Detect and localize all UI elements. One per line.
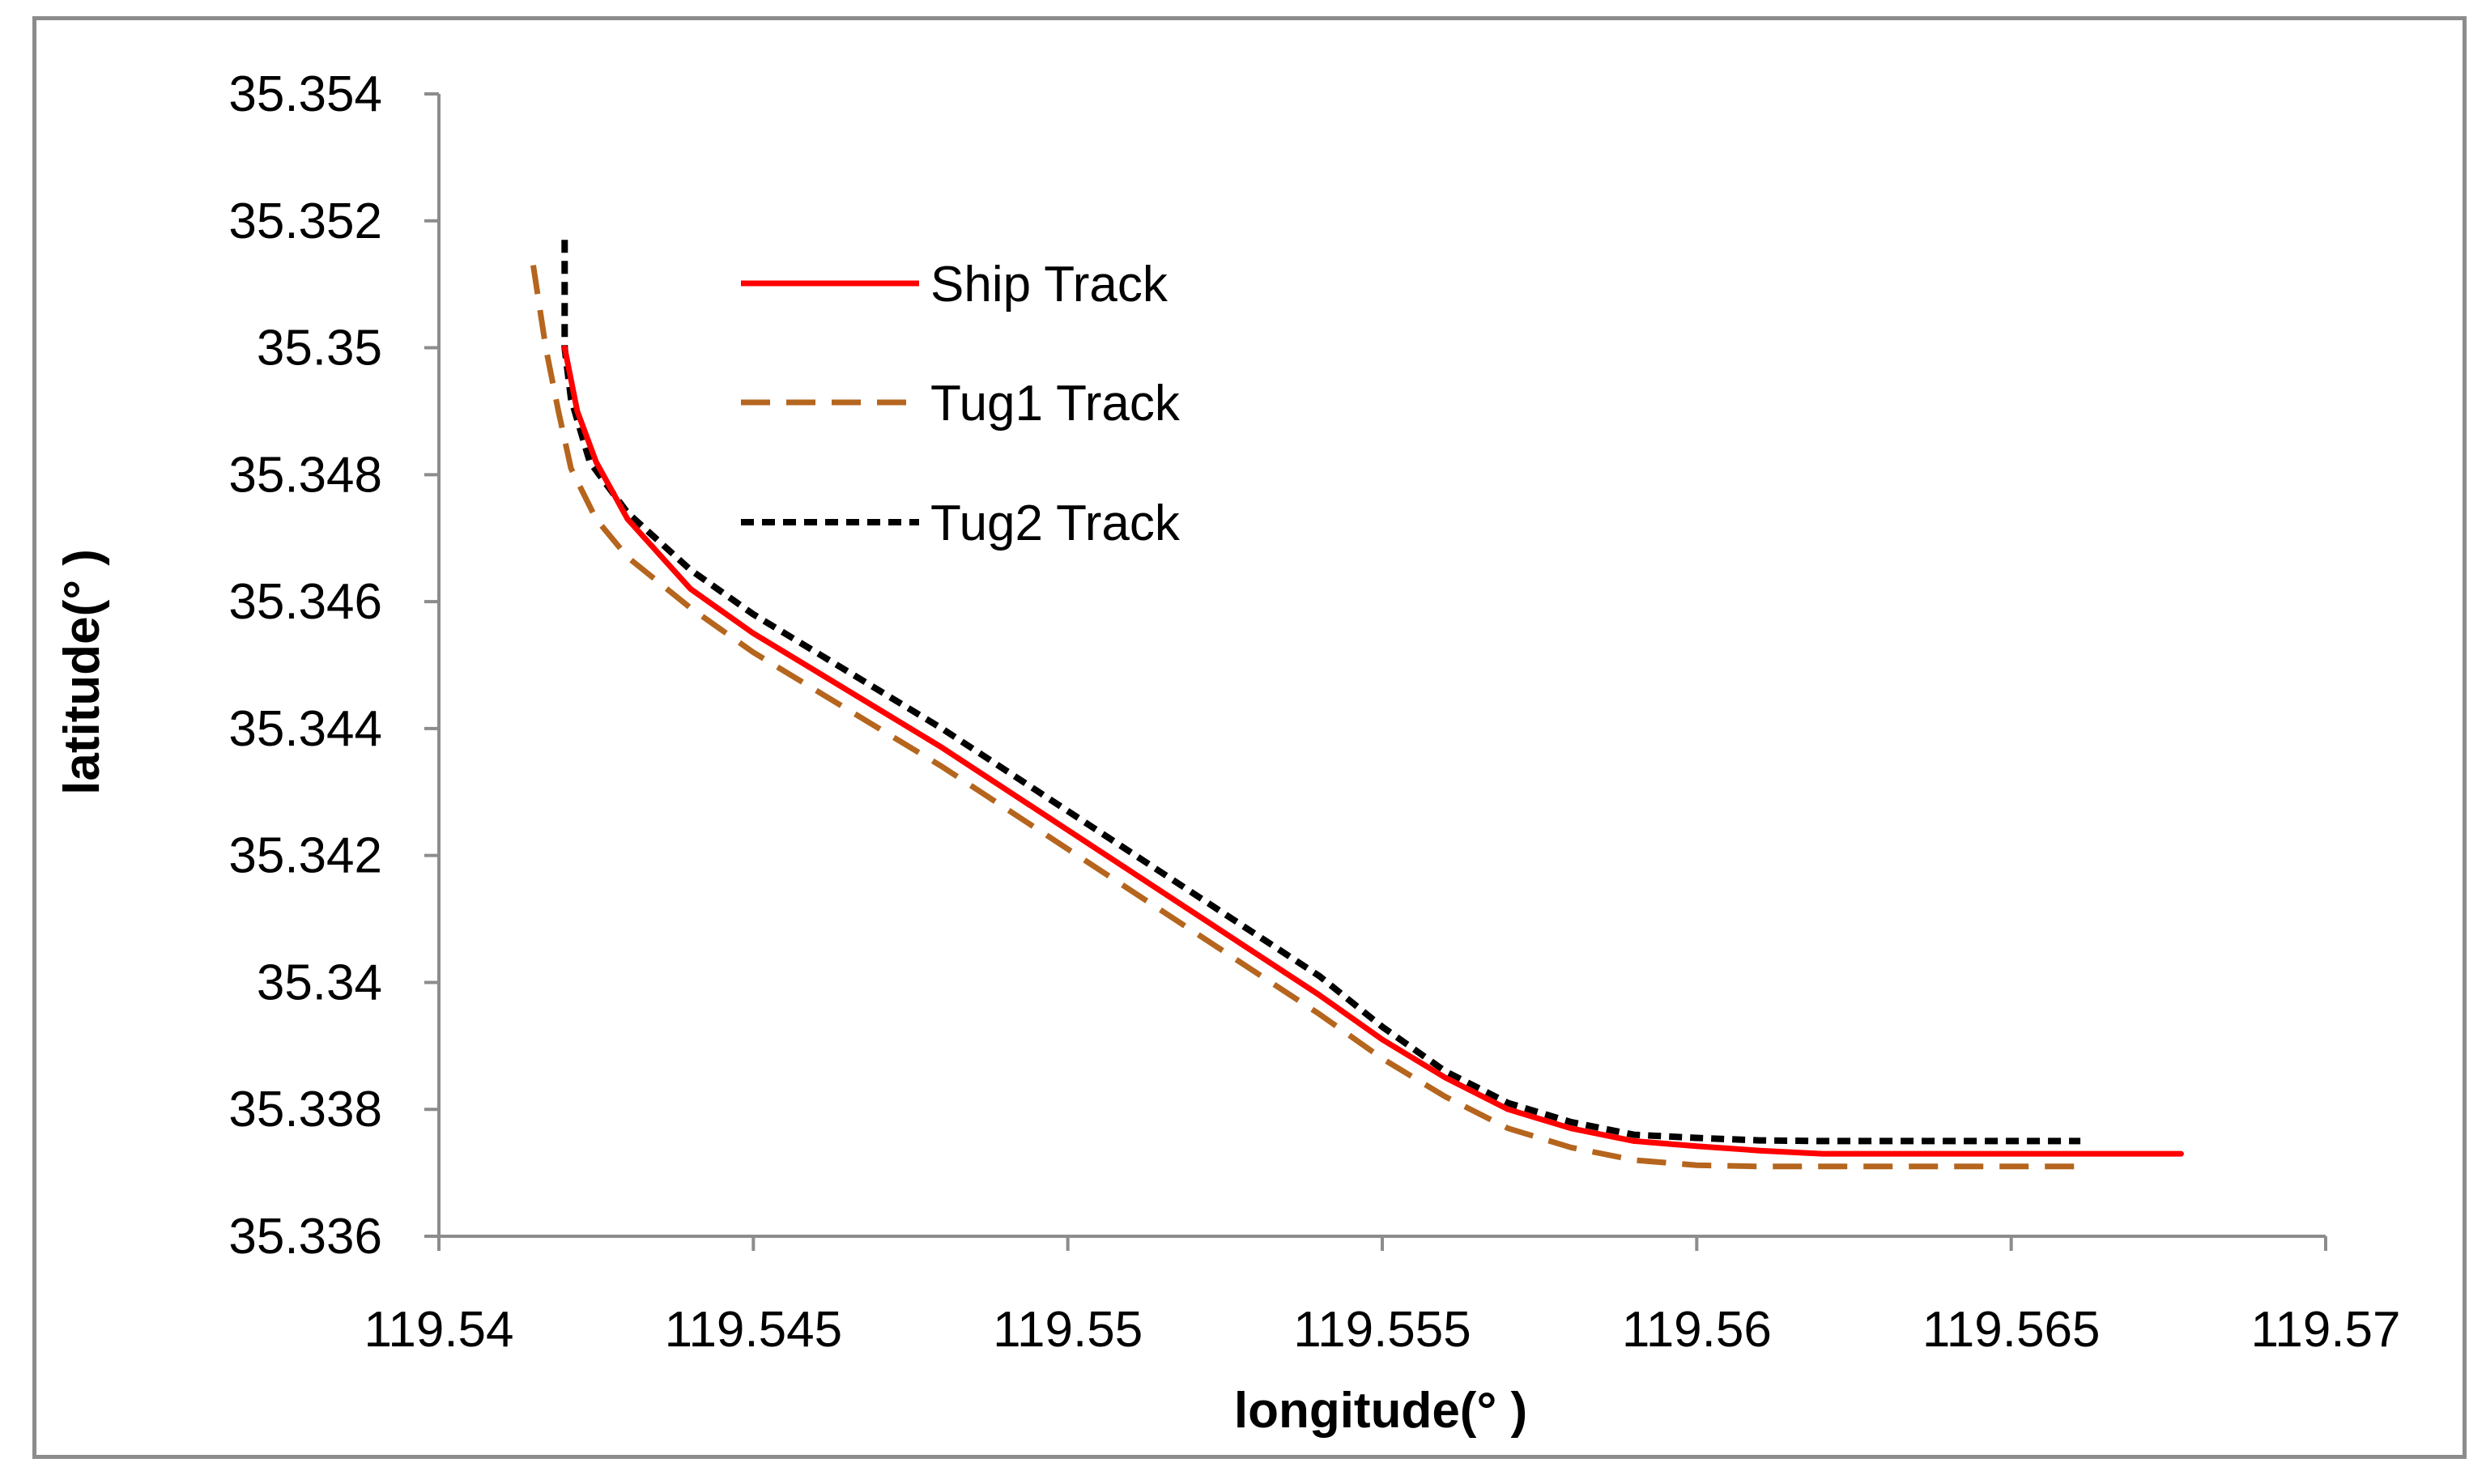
y-tick-label: 35.352 xyxy=(228,193,382,249)
y-tick-label: 35.35 xyxy=(257,321,382,376)
x-tick-label: 119.54 xyxy=(364,1302,513,1358)
axes: 35.354 35.352 35.35 35.348 35.346 35.344 35.34… xyxy=(228,66,2400,1358)
legend-label-tug2-track: Tug2 Track xyxy=(930,495,1181,551)
y-tick-label: 35.344 xyxy=(228,701,382,757)
y-tick-label: 35.346 xyxy=(228,574,382,630)
x-tick-label: 119.545 xyxy=(665,1302,843,1358)
legend-label-ship-track: Ship Track xyxy=(930,257,1169,313)
x-tick-label: 119.565 xyxy=(1922,1302,2101,1358)
y-axis-title: latitude(° ) xyxy=(54,549,110,795)
x-axis-title: longitude(° ) xyxy=(1234,1383,1527,1439)
x-tick-label: 119.56 xyxy=(1622,1302,1772,1358)
x-tick-label: 119.55 xyxy=(993,1302,1143,1358)
legend-label-tug1-track: Tug1 Track xyxy=(930,376,1181,432)
y-tick-label: 35.338 xyxy=(228,1082,382,1137)
series-line-ship-track xyxy=(561,345,2184,1157)
y-tick-label: 35.34 xyxy=(257,955,382,1010)
x-tick-label: 119.57 xyxy=(2250,1302,2400,1358)
y-tick-label: 35.336 xyxy=(228,1209,382,1265)
y-tick-label: 35.342 xyxy=(228,828,382,884)
y-tick-label: 35.348 xyxy=(228,447,382,503)
y-tick-label: 35.354 xyxy=(228,66,382,122)
series-layer xyxy=(530,240,2184,1170)
series-line-tug2-track xyxy=(561,240,2081,1145)
series-line-tug1-track xyxy=(530,265,2081,1170)
legend: Ship Track Tug1 Track Tug2 Track xyxy=(741,257,1181,551)
x-tick-label: 119.555 xyxy=(1293,1302,1471,1358)
